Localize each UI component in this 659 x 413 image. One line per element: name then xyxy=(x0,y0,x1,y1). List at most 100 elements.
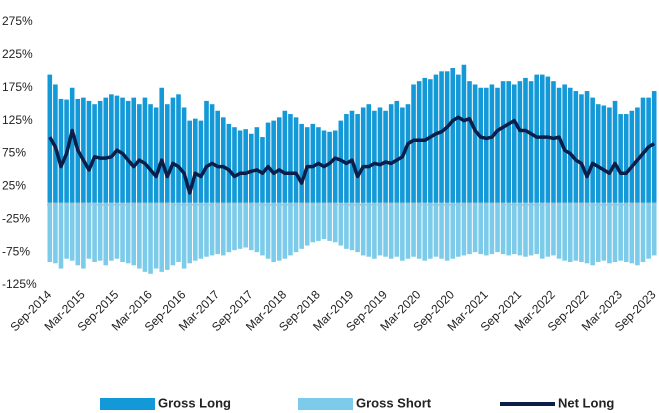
bar xyxy=(595,104,601,203)
bar xyxy=(495,202,500,253)
y-tick-label: -25% xyxy=(2,211,30,225)
bar xyxy=(629,110,635,203)
bar xyxy=(484,202,489,256)
bar xyxy=(567,87,573,203)
y-tick-label: 175% xyxy=(2,80,33,94)
bar xyxy=(220,117,226,203)
bar xyxy=(579,94,584,203)
bar xyxy=(321,202,327,239)
bar xyxy=(433,202,439,257)
bar xyxy=(58,202,64,269)
bar xyxy=(265,122,271,203)
bar xyxy=(170,202,176,266)
bar xyxy=(612,202,618,262)
bar xyxy=(651,202,657,256)
bar xyxy=(623,202,629,262)
bar xyxy=(310,202,316,243)
bar xyxy=(137,104,142,203)
bar xyxy=(193,118,198,203)
bar xyxy=(366,202,372,257)
bar xyxy=(377,107,383,203)
bar xyxy=(327,131,332,203)
bar xyxy=(75,202,81,266)
bar xyxy=(467,81,472,203)
bar xyxy=(92,104,97,203)
bar xyxy=(545,76,551,203)
bar xyxy=(377,202,383,256)
bar xyxy=(58,98,64,203)
bar xyxy=(456,202,461,257)
legend-swatch xyxy=(100,398,155,410)
bar xyxy=(131,97,137,203)
bar xyxy=(450,202,456,259)
bar xyxy=(142,202,148,272)
bar xyxy=(165,202,170,270)
bar xyxy=(439,71,444,203)
bar xyxy=(607,202,612,264)
bar xyxy=(332,202,338,243)
bar xyxy=(237,202,243,249)
bar xyxy=(511,84,517,203)
bar xyxy=(349,110,355,203)
bar xyxy=(293,202,299,253)
bar xyxy=(215,202,220,255)
bar xyxy=(528,202,534,256)
bar xyxy=(517,202,523,256)
bar xyxy=(153,107,159,203)
bar xyxy=(584,91,590,203)
bar xyxy=(148,202,153,274)
bar xyxy=(646,202,651,259)
bar xyxy=(69,202,75,261)
bar xyxy=(276,117,282,203)
bar xyxy=(276,202,282,261)
bar xyxy=(254,202,260,253)
bar xyxy=(551,202,556,256)
bar xyxy=(428,202,433,259)
bar xyxy=(176,202,181,262)
bar xyxy=(271,202,276,262)
bar xyxy=(327,202,332,241)
bar xyxy=(646,97,651,203)
bar xyxy=(366,104,372,203)
bar xyxy=(260,137,265,203)
bar xyxy=(500,202,506,255)
bar xyxy=(109,94,114,203)
bar xyxy=(254,127,260,203)
bar xyxy=(489,84,495,203)
bar xyxy=(288,114,293,203)
bar xyxy=(64,202,69,259)
bar xyxy=(484,87,489,203)
bar xyxy=(81,202,86,269)
bar xyxy=(405,202,411,259)
bar xyxy=(310,123,316,203)
bar xyxy=(344,114,349,203)
bar xyxy=(539,202,545,259)
bar xyxy=(109,202,114,261)
bar xyxy=(517,81,523,203)
bar xyxy=(198,120,204,203)
bar xyxy=(176,94,181,203)
bar xyxy=(237,130,243,203)
bar xyxy=(607,107,612,203)
y-tick-label: 125% xyxy=(2,113,33,127)
bar xyxy=(97,202,103,261)
bar xyxy=(349,202,355,251)
bar xyxy=(511,202,517,255)
bar xyxy=(120,202,125,262)
bar xyxy=(478,202,484,255)
bar xyxy=(573,91,579,203)
bar xyxy=(248,202,254,251)
bar xyxy=(444,71,450,203)
bar xyxy=(226,123,232,203)
bar xyxy=(81,97,86,203)
bar xyxy=(383,202,388,257)
bar xyxy=(243,202,248,248)
bar xyxy=(125,100,131,203)
bar xyxy=(551,81,556,203)
bar xyxy=(388,104,394,203)
bar xyxy=(215,110,220,203)
bar xyxy=(450,68,456,203)
bar xyxy=(204,202,209,257)
bar xyxy=(47,202,53,262)
bar xyxy=(372,202,377,259)
